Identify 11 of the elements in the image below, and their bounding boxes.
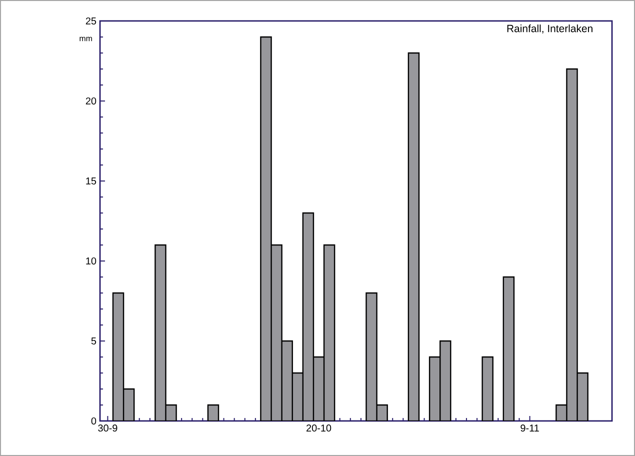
y-tick-label: 15	[86, 178, 96, 184]
bar	[408, 52, 420, 421]
y-tick-label: 5	[91, 338, 96, 344]
y-tick-label: 10	[86, 257, 96, 265]
x-tick-label: 30-9	[98, 424, 118, 432]
x-tick-label: 20-10	[306, 424, 332, 432]
y-tick-label: 20	[86, 97, 96, 105]
y-tick-label: 25	[86, 17, 96, 25]
y-tick-label: 0	[91, 417, 96, 425]
x-tick-label: 9-11	[520, 424, 539, 432]
chart-title: Rainfall, Interlaken	[507, 24, 592, 34]
